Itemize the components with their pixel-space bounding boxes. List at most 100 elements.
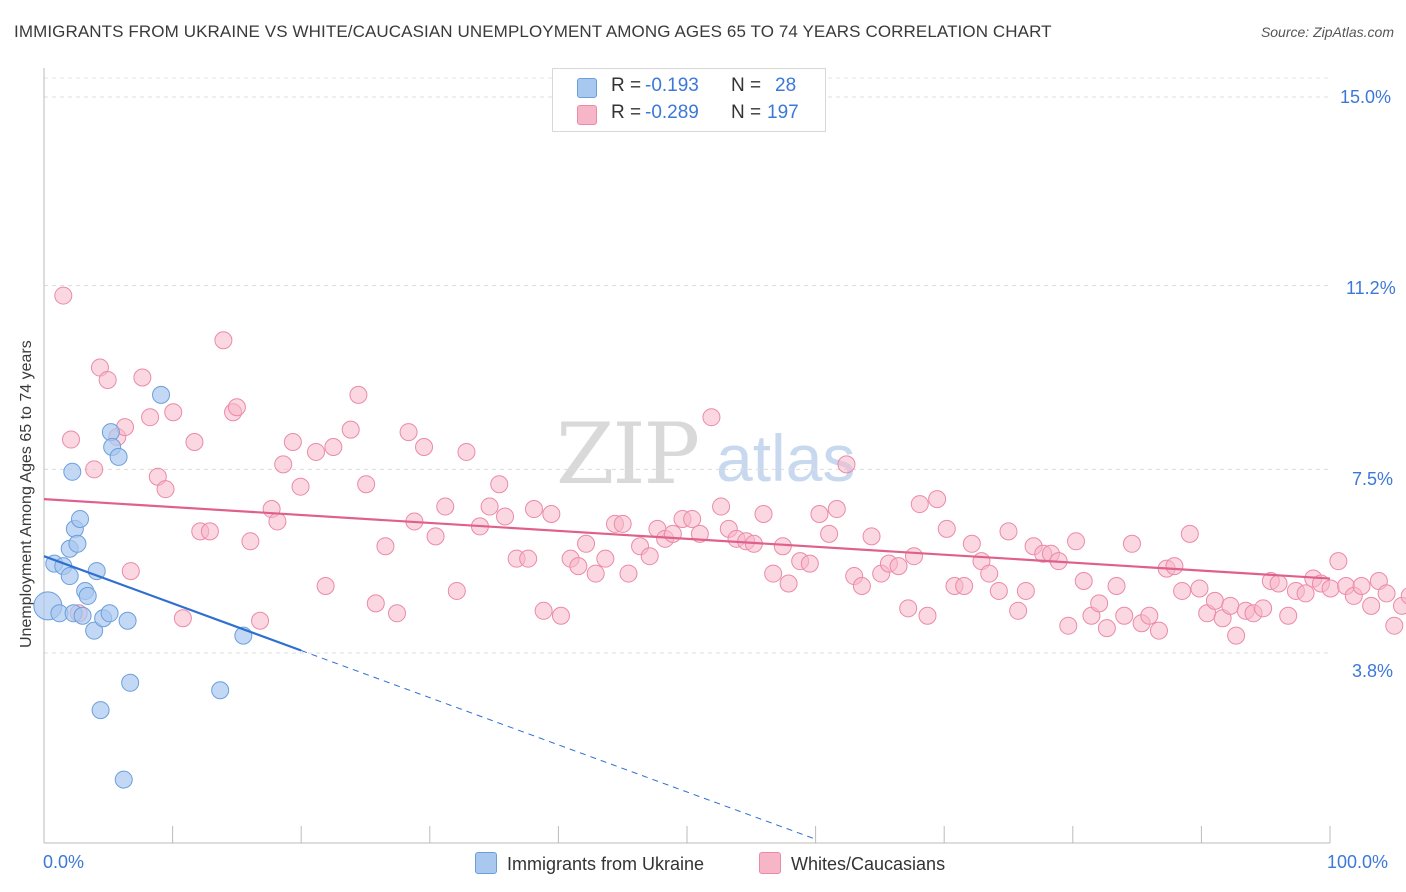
- white-point: [1385, 616, 1404, 635]
- white-point: [274, 455, 293, 474]
- ukraine-trend-line: [43, 555, 302, 652]
- legend-item-ukraine[interactable]: Immigrants from Ukraine: [475, 852, 704, 876]
- white-point: [1009, 601, 1028, 620]
- white-point: [1059, 616, 1078, 635]
- ukraine-point: [71, 509, 90, 528]
- white-point: [980, 564, 999, 583]
- white-point: [268, 512, 287, 531]
- white-point: [141, 408, 160, 427]
- white-point: [1190, 579, 1209, 598]
- ukraine-point: [118, 611, 137, 630]
- white-swatch: [577, 105, 597, 125]
- white-point: [436, 497, 455, 516]
- white-point: [251, 611, 270, 630]
- ukraine-point: [60, 567, 79, 586]
- white-point: [779, 574, 798, 593]
- white-point: [619, 564, 638, 583]
- white-point: [399, 423, 418, 442]
- white-point: [683, 509, 702, 528]
- white-point: [764, 564, 783, 583]
- white-point: [773, 537, 792, 556]
- y-tick-label: 15.0%: [1340, 87, 1392, 107]
- r-value: -0.193: [645, 75, 699, 96]
- white-point: [800, 554, 819, 573]
- stats-legend: R = -0.193 N = 28 R = -0.289 N = 197: [552, 68, 826, 132]
- white-point: [551, 606, 570, 625]
- white-point: [173, 609, 192, 628]
- white-point: [1115, 606, 1134, 625]
- white-point: [1140, 606, 1159, 625]
- white-point: [121, 562, 140, 581]
- n-label: N =: [731, 75, 762, 96]
- white-point: [133, 368, 152, 387]
- r-label: R =: [611, 75, 642, 96]
- white-point: [227, 398, 246, 417]
- ukraine-point: [85, 621, 104, 640]
- r-label: R =: [611, 102, 642, 123]
- white-point: [937, 519, 956, 538]
- white-point: [918, 606, 937, 625]
- stats-legend-row-white: R = -0.289 N = 197: [553, 101, 825, 127]
- ukraine-point: [121, 673, 140, 692]
- white-point: [185, 433, 204, 452]
- white-point: [200, 522, 219, 541]
- ukraine-point: [211, 681, 230, 700]
- legend-item-white[interactable]: Whites/Caucasians: [759, 852, 945, 876]
- white-point: [1074, 572, 1093, 591]
- white-point: [1352, 576, 1371, 595]
- white-point: [1149, 621, 1168, 640]
- white-point: [596, 549, 615, 568]
- y-tick-label: 3.8%: [1352, 661, 1394, 681]
- white-point: [1227, 626, 1246, 645]
- legend-label-white: Whites/Caucasians: [791, 854, 946, 874]
- white-point: [54, 286, 73, 305]
- white-point: [1107, 576, 1126, 595]
- white-point: [1296, 584, 1315, 603]
- white-point: [1090, 594, 1109, 613]
- y-tick-label: 7.5%: [1352, 469, 1394, 489]
- white-point: [754, 505, 773, 523]
- white-point: [366, 594, 385, 613]
- white-point: [820, 524, 839, 543]
- white-point: [534, 601, 553, 620]
- white-point: [852, 576, 871, 595]
- x-tick-label-min: 0.0%: [43, 852, 85, 872]
- white-point: [577, 534, 596, 553]
- ukraine-point: [68, 534, 87, 553]
- ukraine-point: [78, 586, 97, 605]
- watermark-atlas: atlas: [716, 421, 856, 495]
- white-point: [291, 477, 310, 496]
- white-point: [1173, 581, 1192, 600]
- r-value: -0.289: [645, 102, 699, 123]
- white-point: [341, 420, 360, 439]
- white-point: [490, 475, 509, 494]
- stats-legend-row-ukraine: R = -0.193 N = 28: [553, 74, 825, 100]
- white-point: [586, 564, 605, 583]
- white-point: [899, 599, 918, 618]
- white-point: [955, 576, 974, 595]
- ukraine-point: [152, 385, 171, 404]
- white-point: [989, 581, 1008, 600]
- white-point: [324, 437, 343, 456]
- white-point: [640, 547, 659, 566]
- white-point: [889, 557, 908, 576]
- white-point: [524, 500, 543, 519]
- white-point: [999, 522, 1018, 541]
- white-point: [316, 576, 335, 595]
- white-point: [1377, 584, 1396, 603]
- y-tick-label: 11.2%: [1346, 278, 1396, 298]
- chart-title: IMMIGRANTS FROM UKRAINE VS WHITE/CAUCASI…: [14, 22, 1052, 41]
- white-trend-line: [43, 498, 1331, 580]
- white-point: [98, 370, 117, 389]
- white-point: [1016, 581, 1035, 600]
- white-point: [156, 480, 175, 499]
- ukraine-point: [114, 770, 133, 789]
- white-point: [862, 527, 881, 546]
- ukraine-trend-extension: [301, 650, 816, 840]
- white-point: [1165, 557, 1184, 576]
- white-point: [962, 534, 981, 553]
- ukraine-swatch: [577, 78, 597, 98]
- white-point: [283, 433, 302, 452]
- white-point: [519, 549, 538, 568]
- white-point: [214, 331, 233, 350]
